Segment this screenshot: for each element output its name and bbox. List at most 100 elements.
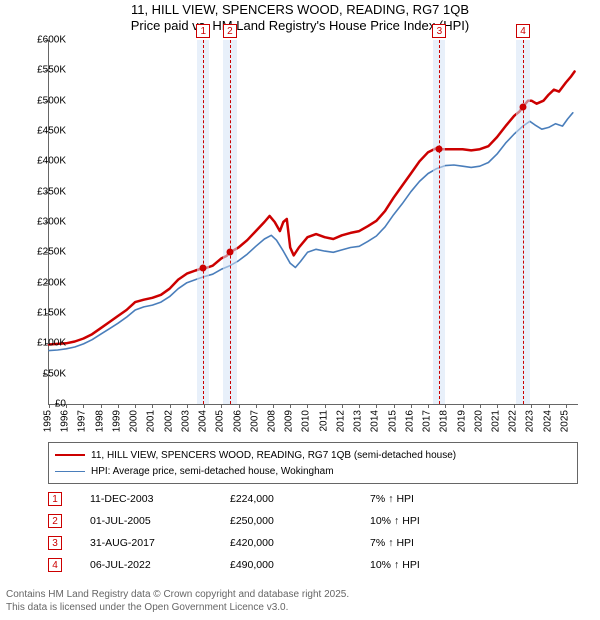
x-axis-tick-label: 2017: [422, 410, 433, 432]
marker-dot: [520, 103, 527, 110]
x-axis-tick: [135, 404, 136, 408]
x-axis-tick: [325, 404, 326, 408]
x-axis-tick-label: 2005: [215, 410, 226, 432]
x-axis-tick-label: 1998: [94, 410, 105, 432]
transaction-row: 111-DEC-2003£224,0007%↑HPI: [48, 488, 578, 510]
x-axis-tick: [428, 404, 429, 408]
y-axis-tick-label: £300K: [37, 217, 66, 228]
arrow-up-icon: ↑: [394, 515, 399, 527]
legend-swatch: [55, 454, 85, 456]
x-axis-tick: [359, 404, 360, 408]
x-axis-tick: [497, 404, 498, 408]
marker-vertical-line: [203, 40, 204, 404]
arrow-up-icon: ↑: [388, 537, 393, 549]
transaction-row: 4 06-JUL-2022£490,00010%↑HPI: [48, 554, 578, 576]
x-axis-tick: [221, 404, 222, 408]
x-axis-tick-label: 2002: [163, 410, 174, 432]
x-axis-tick: [118, 404, 119, 408]
x-axis-tick: [445, 404, 446, 408]
footer-attribution: Contains HM Land Registry data © Crown c…: [6, 589, 594, 614]
x-axis-tick-label: 2011: [318, 410, 329, 432]
y-axis-tick-label: £450K: [37, 126, 66, 137]
transaction-pct-suffix: HPI: [396, 537, 414, 549]
x-axis-tick-label: 2008: [267, 410, 278, 432]
x-axis-tick: [66, 404, 67, 408]
x-axis-tick: [83, 404, 84, 408]
x-axis-tick: [411, 404, 412, 408]
x-axis-tick: [463, 404, 464, 408]
x-axis-tick-label: 2000: [129, 410, 140, 432]
x-axis-tick-label: 2013: [353, 410, 364, 432]
x-axis-tick: [49, 404, 50, 408]
y-axis-tick-label: £500K: [37, 95, 66, 106]
x-axis-tick: [394, 404, 395, 408]
x-axis-tick-label: 2025: [559, 410, 570, 432]
arrow-up-icon: ↑: [394, 559, 399, 571]
x-axis-tick-label: 2021: [491, 410, 502, 432]
x-axis-tick-label: 2022: [508, 410, 519, 432]
transaction-price: £250,000: [230, 515, 370, 527]
transaction-badge: 3: [48, 536, 62, 550]
x-axis-tick: [273, 404, 274, 408]
y-axis-tick-label: £50K: [43, 368, 66, 379]
x-axis-tick-label: 2020: [473, 410, 484, 432]
x-axis-tick-label: 2006: [232, 410, 243, 432]
x-axis-tick: [480, 404, 481, 408]
y-axis-tick-label: £250K: [37, 247, 66, 258]
x-axis-tick: [514, 404, 515, 408]
footer-line1: Contains HM Land Registry data © Crown c…: [6, 589, 594, 602]
x-axis-tick-label: 2010: [301, 410, 312, 432]
legend-label: 11, HILL VIEW, SPENCERS WOOD, READING, R…: [91, 450, 456, 461]
marker-badge: 4: [516, 24, 530, 38]
x-axis-tick-label: 1995: [43, 410, 54, 432]
x-axis-tick-label: 2007: [249, 410, 260, 432]
transaction-date: 01-JUL-2005: [90, 515, 230, 527]
x-axis-tick: [549, 404, 550, 408]
y-axis-tick-label: £600K: [37, 35, 66, 46]
y-axis-tick-label: £200K: [37, 277, 66, 288]
x-axis-tick-label: 2024: [542, 410, 553, 432]
x-axis-tick-label: 2016: [404, 410, 415, 432]
x-axis-tick-label: 2015: [387, 410, 398, 432]
footer-line2: This data is licensed under the Open Gov…: [6, 602, 594, 615]
marker-dot: [226, 249, 233, 256]
x-axis-tick: [170, 404, 171, 408]
x-axis-tick-label: 2023: [525, 410, 536, 432]
transaction-row: 3 31-AUG-2017£420,0007%↑HPI: [48, 532, 578, 554]
y-axis-tick-label: £100K: [37, 338, 66, 349]
transaction-pct: 7%↑HPI: [370, 537, 440, 549]
x-axis-tick: [239, 404, 240, 408]
chart-plot-area: 1234: [48, 40, 578, 405]
transaction-badge: 4: [48, 558, 62, 572]
x-axis-tick: [342, 404, 343, 408]
transaction-date: 31-AUG-2017: [90, 537, 230, 549]
x-axis-tick: [376, 404, 377, 408]
transaction-pct: 10%↑HPI: [370, 515, 440, 527]
marker-vertical-line: [230, 40, 231, 404]
transaction-price: £420,000: [230, 537, 370, 549]
x-axis-tick-label: 2001: [146, 410, 157, 432]
marker-badge: 3: [432, 24, 446, 38]
y-axis-tick-label: £150K: [37, 308, 66, 319]
marker-dot: [200, 265, 207, 272]
transaction-row: 201-JUL-2005£250,00010%↑HPI: [48, 510, 578, 532]
legend-swatch: [55, 471, 85, 472]
legend-item: HPI: Average price, semi-detached house,…: [55, 463, 571, 479]
x-axis-tick-label: 2009: [284, 410, 295, 432]
x-axis-tick-label: 1996: [60, 410, 71, 432]
x-axis-tick: [204, 404, 205, 408]
x-axis-tick: [290, 404, 291, 408]
y-axis-tick-label: £350K: [37, 186, 66, 197]
x-axis-tick: [566, 404, 567, 408]
transaction-badge: 1: [48, 492, 62, 506]
transaction-pct: 10%↑HPI: [370, 559, 440, 571]
transaction-price: £490,000: [230, 559, 370, 571]
transaction-price: £224,000: [230, 493, 370, 505]
marker-dot: [436, 146, 443, 153]
marker-vertical-line: [439, 40, 440, 404]
x-axis-tick: [187, 404, 188, 408]
transaction-date: 06-JUL-2022: [90, 559, 230, 571]
title-line2: Price paid vs. HM Land Registry's House …: [0, 18, 600, 34]
transaction-pct-suffix: HPI: [402, 515, 420, 527]
x-axis-tick-label: 1999: [111, 410, 122, 432]
